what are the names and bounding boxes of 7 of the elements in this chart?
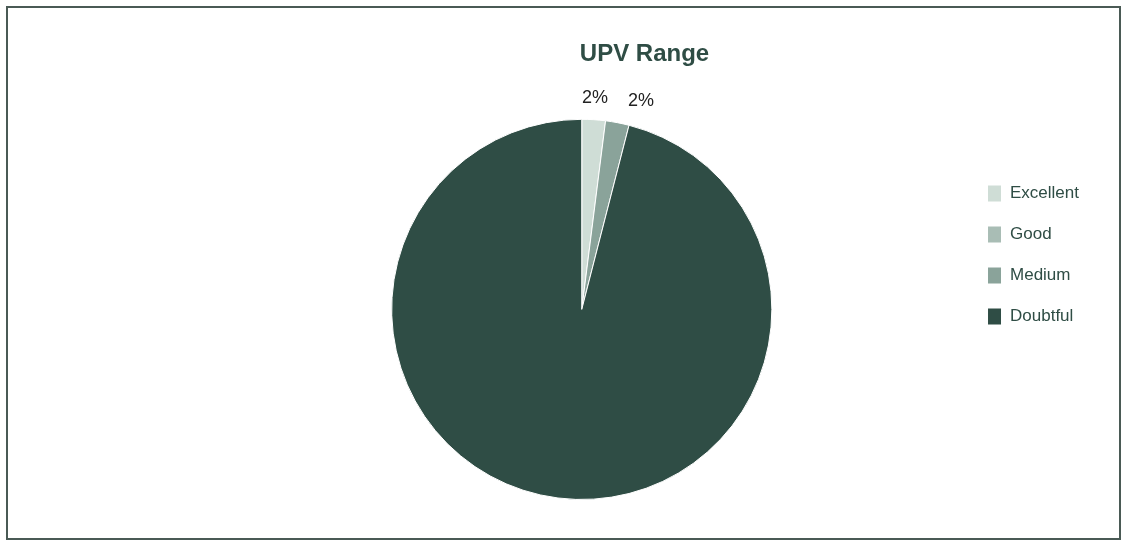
legend-label: Medium: [1010, 265, 1071, 285]
legend-label: Excellent: [1010, 183, 1080, 203]
chart-title: UPV Range: [579, 39, 710, 67]
data-label: 2%: [628, 90, 655, 111]
data-label: 2%: [582, 86, 609, 107]
legend-label: Doubtful: [1010, 306, 1074, 326]
legend-label: Good: [1010, 224, 1052, 244]
